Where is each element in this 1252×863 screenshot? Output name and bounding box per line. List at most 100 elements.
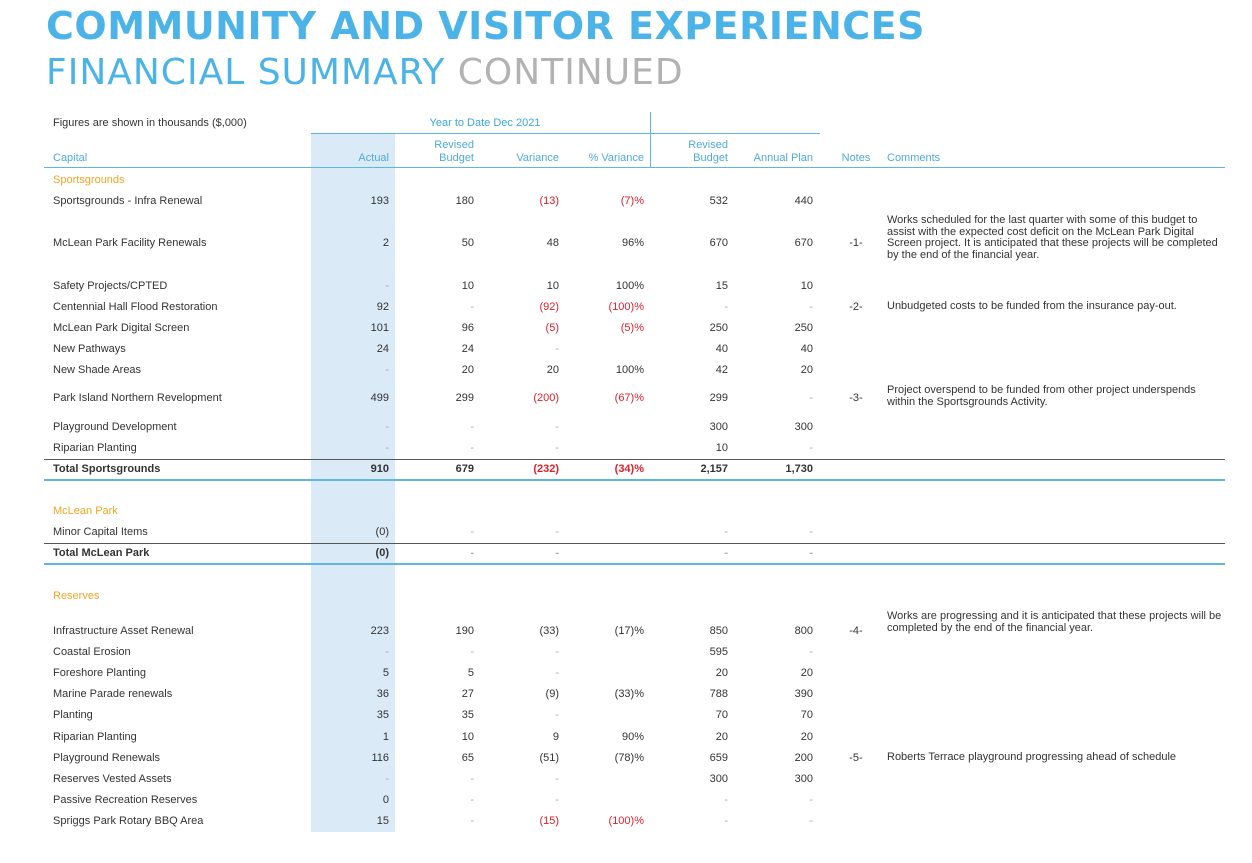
comment-text: Unbudgeted costs to be funded from the i… — [887, 300, 1177, 312]
col-revised-budget-full-line1: Revised — [688, 139, 728, 151]
row-label: Minor Capital Items — [53, 526, 148, 538]
cell-pct-variance: (34)% — [614, 463, 644, 475]
row-label: Playground Renewals — [53, 752, 161, 764]
row-label: Spriggs Park Rotary BBQ Area — [53, 815, 204, 827]
section-title: Reserves — [53, 590, 100, 602]
cell-pct-variance: 100% — [615, 364, 644, 376]
cell-revised-budget-full: 15 — [715, 280, 728, 292]
row-label: Foreshore Planting — [53, 667, 146, 679]
col-variance: Variance — [516, 152, 559, 164]
col-notes: Notes — [841, 152, 871, 164]
cell-actual: 223 — [370, 625, 389, 637]
cell-revised-budget-full: 659 — [709, 752, 728, 764]
cell-variance: 20 — [546, 364, 559, 376]
cell-revised-budget-full: 788 — [709, 688, 728, 700]
cell-actual: 116 — [371, 752, 389, 764]
cell-actual: (0) — [375, 547, 389, 559]
cell-actual: (0) — [375, 526, 389, 538]
col-pct-variance: % Variance — [588, 152, 644, 164]
cell-variance: (232) — [533, 463, 559, 475]
cell-revised-budget: - — [470, 547, 474, 559]
cell-actual: - — [385, 646, 389, 658]
cell-revised-budget-full: 850 — [709, 625, 728, 637]
cell-revised-budget: 65 — [461, 752, 474, 764]
cell-actual: 910 — [370, 463, 389, 475]
ytd-header: Year to Date Dec 2021 — [429, 117, 541, 129]
row-label: New Shade Areas — [53, 364, 142, 376]
cell-variance: - — [555, 667, 559, 679]
cell-revised-budget-full: 300 — [709, 773, 728, 785]
ytd-header-underline — [311, 133, 650, 134]
row-label: Total McLean Park — [53, 547, 150, 559]
cell-revised-budget-full: 10 — [715, 442, 728, 454]
col-capital: Capital — [53, 152, 88, 164]
cell-pct-variance: (67)% — [614, 392, 644, 404]
cell-variance: - — [555, 547, 559, 559]
cell-actual: - — [385, 421, 389, 433]
cell-revised-budget: - — [470, 646, 474, 658]
row-label: Coastal Erosion — [53, 646, 131, 658]
cell-actual: 193 — [370, 195, 389, 207]
col-annual-plan: Annual Plan — [753, 152, 813, 164]
cell-revised-budget: 299 — [455, 392, 474, 404]
cell-revised-budget: 20 — [461, 364, 474, 376]
cell-revised-budget-full: 2,157 — [700, 463, 728, 475]
cell-revised-budget-full: 299 — [709, 392, 728, 404]
col-revised-budget-full-line2: Budget — [693, 152, 728, 164]
cell-revised-budget: 50 — [461, 237, 474, 249]
cell-actual: 35 — [376, 709, 389, 721]
cell-annual-plan: 300 — [794, 773, 813, 785]
cell-annual-plan: 20 — [800, 364, 813, 376]
cell-variance: 10 — [546, 280, 559, 292]
cell-revised-budget-full: 20 — [715, 667, 728, 679]
cell-revised-budget: 35 — [461, 709, 474, 721]
cell-note: -3- — [849, 392, 863, 404]
cell-annual-plan: - — [809, 392, 813, 404]
cell-revised-budget-full: - — [724, 794, 728, 806]
annual-header-underline — [650, 133, 820, 134]
cell-actual: 24 — [376, 343, 389, 355]
cell-note: -1- — [849, 237, 863, 249]
cell-revised-budget: 24 — [461, 343, 474, 355]
cell-pct-variance: 96% — [621, 237, 644, 249]
row-label: McLean Park Digital Screen — [53, 322, 190, 334]
cell-variance: - — [555, 526, 559, 538]
cell-revised-budget-full: 20 — [715, 731, 728, 743]
cell-annual-plan: - — [809, 646, 813, 658]
row-label: New Pathways — [53, 343, 126, 355]
cell-variance: (51) — [539, 752, 559, 764]
cell-actual: - — [385, 773, 389, 785]
cell-note: -5- — [849, 752, 863, 764]
cell-revised-budget-full: 40 — [715, 343, 728, 355]
comment-text: Works are progressing and it is anticipa… — [887, 610, 1222, 634]
cell-variance: - — [555, 646, 559, 658]
cell-annual-plan: 250 — [794, 322, 813, 334]
title-financial-summary: FINANCIAL SUMMARY — [46, 52, 446, 93]
cell-variance: - — [555, 343, 559, 355]
cell-variance: (15) — [539, 815, 559, 827]
cell-revised-budget-full: 42 — [715, 364, 728, 376]
cell-pct-variance: (78)% — [614, 752, 644, 764]
figures-note: Figures are shown in thousands ($,000) — [53, 117, 247, 129]
cell-variance: - — [555, 773, 559, 785]
row-label: Infrastructure Asset Renewal — [53, 625, 194, 637]
cell-actual: 0 — [382, 794, 389, 806]
cell-revised-budget: 27 — [461, 688, 474, 700]
cell-variance: 48 — [546, 237, 559, 249]
cell-variance: (9) — [545, 688, 559, 700]
row-label: Sportsgrounds - Infra Renewal — [53, 195, 203, 207]
title-continued: CONTINUED — [457, 52, 684, 93]
row-label: Centennial Hall Flood Restoration — [53, 301, 218, 313]
comment-text: Project overspend to be funded from othe… — [887, 384, 1196, 408]
cell-revised-budget-full: 670 — [709, 237, 728, 249]
header-rule — [44, 167, 1225, 168]
row-label: Safety Projects/CPTED — [53, 280, 168, 292]
cell-annual-plan: - — [809, 794, 813, 806]
cell-revised-budget-full: 595 — [709, 646, 728, 658]
cell-actual: 499 — [370, 392, 389, 404]
title-line-1: COMMUNITY AND VISITOR EXPERIENCES — [46, 4, 925, 48]
cell-variance: - — [555, 442, 559, 454]
cell-revised-budget: 5 — [467, 667, 474, 679]
cell-actual: 36 — [376, 688, 389, 700]
cell-pct-variance: (33)% — [614, 688, 644, 700]
